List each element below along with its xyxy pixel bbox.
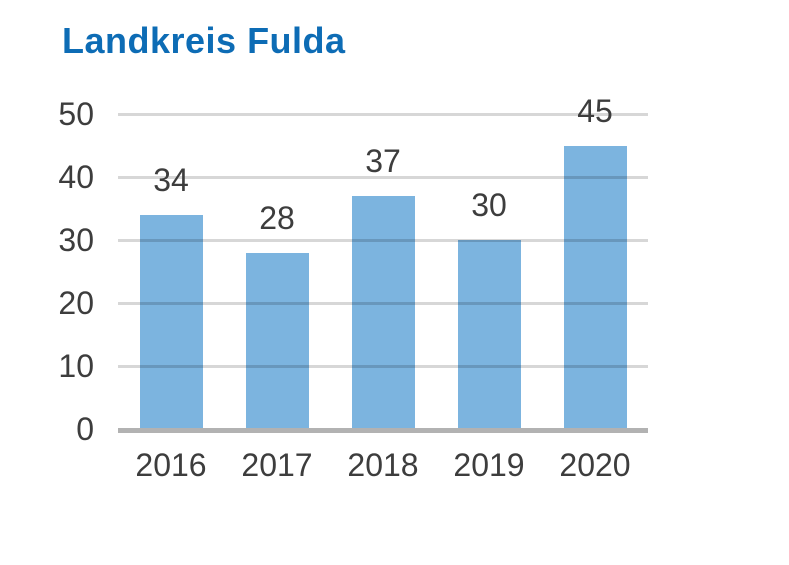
x-axis-label: 2018: [347, 447, 419, 483]
gridline: [118, 175, 648, 179]
bar: [139, 214, 203, 429]
bar: [245, 252, 309, 429]
chart-title: Landkreis Fulda: [62, 20, 346, 61]
gridline: [118, 112, 648, 116]
y-axis-tick-label: 50: [58, 96, 94, 132]
bar-value-label: 28: [259, 199, 295, 236]
x-axis-label: 2016: [135, 447, 207, 483]
bar: [457, 240, 521, 429]
bar: [351, 195, 415, 429]
y-axis-tick-label: 10: [58, 348, 94, 384]
gridline: [118, 238, 648, 242]
y-axis-tick-label: 40: [58, 159, 94, 195]
bar-value-label: 34: [153, 161, 189, 198]
y-axis-tick-label: 30: [58, 222, 94, 258]
bar-value-label: 30: [471, 187, 507, 223]
y-axis-tick-label: 20: [58, 285, 94, 321]
x-axis-label: 2019: [453, 447, 525, 483]
x-axis-baseline: [118, 428, 648, 433]
gridline: [118, 364, 648, 368]
x-axis-label: 2017: [241, 447, 313, 483]
gridline: [118, 301, 648, 305]
bar: [563, 145, 627, 429]
y-axis-tick-label: 0: [76, 411, 94, 447]
x-axis-label: 2020: [559, 447, 631, 483]
bar-value-label: 37: [365, 142, 401, 179]
bar-value-label: 45: [577, 92, 613, 129]
